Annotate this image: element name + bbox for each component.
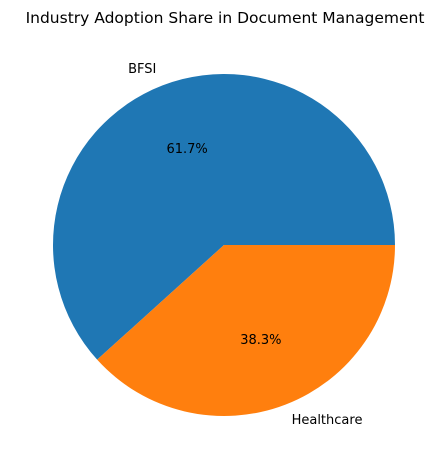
percent-label-bfsi: 61.7% bbox=[166, 142, 207, 157]
chart-title: Industry Adoption Share in Document Mana… bbox=[26, 9, 425, 27]
slice-label-bfsi: BFSI bbox=[128, 62, 156, 77]
percent-label-healthcare: 38.3% bbox=[240, 333, 281, 348]
pie-labels: BFSI 61.7% Healthcare 38.3% bbox=[128, 62, 362, 428]
pie-slice-healthcare bbox=[97, 245, 395, 416]
pie-slices bbox=[52, 74, 396, 416]
slice-label-healthcare: Healthcare bbox=[292, 413, 363, 428]
pie-slice-bfsi bbox=[52, 74, 396, 360]
